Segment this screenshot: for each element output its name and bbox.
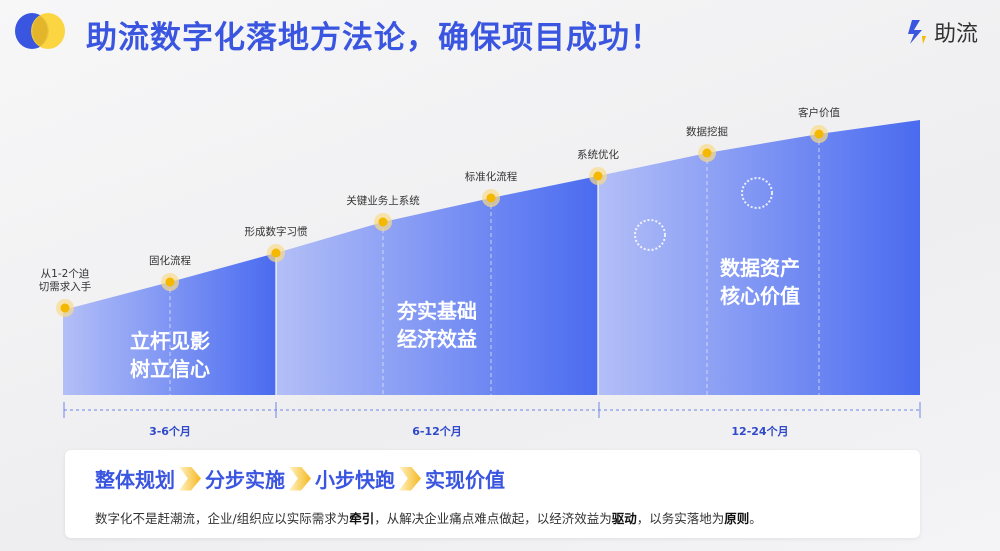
step-4: 实现价值 xyxy=(425,468,505,492)
arrow-right-icon xyxy=(399,466,421,491)
steps-row: 整体规划 分步实施 小步快跑 实现价值 xyxy=(95,464,505,493)
milestone-label: 标准化流程 xyxy=(464,171,518,183)
area-phase-2 xyxy=(276,176,598,395)
phase-2-duration: 6-12个月 xyxy=(412,425,462,438)
step-3: 小步快跑 xyxy=(315,468,395,492)
step-1: 整体规划 xyxy=(95,468,175,492)
milestone-label: 客户价值 xyxy=(798,107,840,119)
milestone-marker xyxy=(810,125,828,143)
brand-logo: 助流 xyxy=(906,16,978,48)
phase-3-title: 数据资产 核心价值 xyxy=(720,256,800,308)
milestone-marker xyxy=(589,167,607,185)
milestone-label: 系统优化 xyxy=(577,149,619,161)
timeline-axis xyxy=(63,402,921,418)
milestone-marker xyxy=(267,244,285,262)
cycle-icon xyxy=(634,177,773,251)
lightning-icon xyxy=(907,20,926,44)
step-2: 分步实施 xyxy=(205,468,285,492)
milestone-marker xyxy=(56,299,74,317)
milestone-marker xyxy=(482,189,500,207)
area-phase-3 xyxy=(598,120,920,395)
summary-card: 整体规划 分步实施 小步快跑 实现价值 数字化不是赶潮流，企业/组织应以实际需求… xyxy=(65,450,920,538)
phase-1-duration: 3-6个月 xyxy=(149,425,191,438)
page-title: 助流数字化落地方法论，确保项目成功！ xyxy=(86,20,662,56)
summary-description: 数字化不是赶潮流，企业/组织应以实际需求为牵引，从解决企业痛点难点做起，以经济效… xyxy=(95,511,762,526)
milestone-marker xyxy=(374,213,392,231)
arrow-right-icon xyxy=(289,466,311,491)
milestone-label: 形成数字习惯 xyxy=(244,226,308,238)
milestone-label: 数据挖掘 xyxy=(686,126,728,138)
milestone-marker xyxy=(698,144,716,162)
phase-3-duration: 12-24个月 xyxy=(731,425,789,438)
milestone-label: 关键业务上系统 xyxy=(346,195,420,207)
milestone-label: 固化流程 xyxy=(149,255,191,267)
phase-1-title: 立杆见影 树立信心 xyxy=(130,329,210,381)
milestone-marker xyxy=(161,273,179,291)
phase-2-title: 夯实基础 经济效益 xyxy=(397,299,477,351)
brand-name: 助流 xyxy=(933,22,978,47)
milestone-label: 从1-2个迫 切需求入手 xyxy=(38,268,92,293)
arrow-right-icon xyxy=(179,466,201,491)
logo-icon xyxy=(10,12,70,50)
